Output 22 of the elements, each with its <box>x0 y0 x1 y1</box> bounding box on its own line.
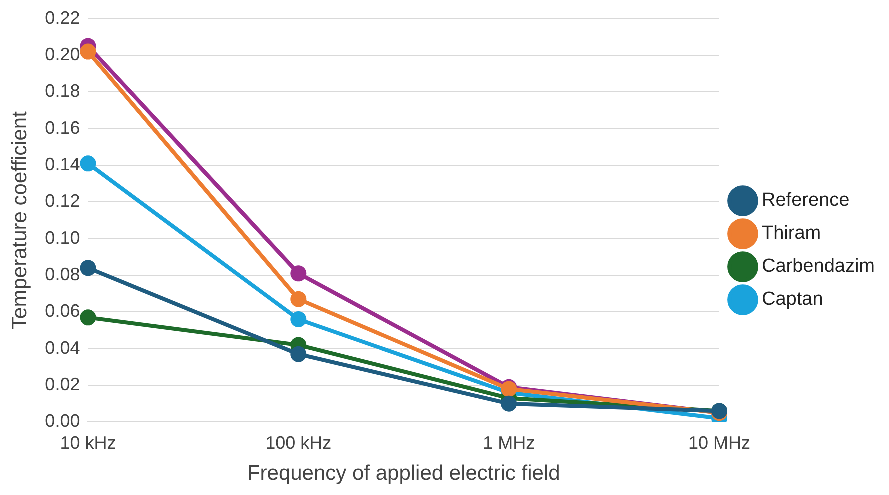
y-tick-label: 0.04 <box>45 338 80 358</box>
legend-label: Reference <box>762 190 850 212</box>
y-tick-label: 0.00 <box>45 411 80 432</box>
y-tick-label: 0.12 <box>45 191 80 212</box>
y-tick-label: 0.16 <box>45 118 80 138</box>
x-axis-title: Frequency of applied electric field <box>247 462 560 486</box>
y-axis-title: Temperature coefficient <box>8 111 32 330</box>
y-tick-label: 0.14 <box>45 154 80 174</box>
legend-label: Captan <box>762 289 824 310</box>
y-tick-label: 0.18 <box>45 81 80 102</box>
y-tick-label: 0.20 <box>45 44 80 64</box>
y-tick-label: 0.08 <box>45 264 80 284</box>
x-tick-label: 100 kHz <box>266 432 332 453</box>
y-tick-label: 0.02 <box>45 374 80 394</box>
x-tick-label: 10 kHz <box>60 432 116 453</box>
y-tick-label: 0.06 <box>45 301 80 322</box>
y-tick-label: 0.10 <box>45 228 80 248</box>
legend-label: Thiram <box>762 223 822 244</box>
legend-label: Carbendazim <box>762 256 875 278</box>
y-tick-label: 0.22 <box>45 8 80 28</box>
x-tick-label: 10 MHz <box>688 432 751 453</box>
x-tick-label: 1 MHz <box>483 432 536 453</box>
